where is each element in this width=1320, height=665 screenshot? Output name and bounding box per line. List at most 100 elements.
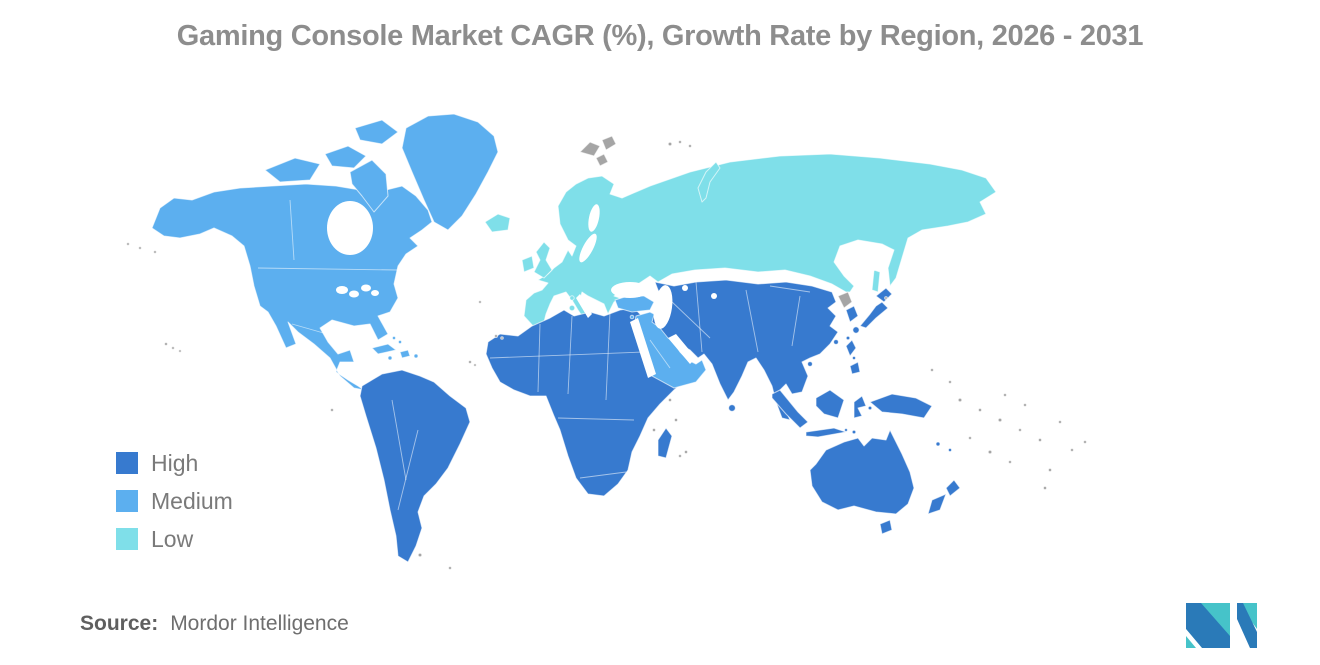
great-lake: [371, 290, 379, 296]
franz-josef-land: [678, 140, 682, 144]
legend-item-low: Low: [116, 526, 233, 552]
south-georgia: [448, 566, 452, 570]
philippines-island: [851, 355, 857, 361]
adriatic-sea: [576, 294, 592, 318]
hawaii: [171, 346, 175, 350]
svalbard: [595, 153, 609, 167]
region-europe-russia: [484, 153, 997, 330]
philippines-luzon: [845, 339, 857, 357]
franz-josef-land: [688, 144, 692, 148]
source-row: Source: Mordor Intelligence: [80, 612, 349, 636]
legend-label-low: Low: [151, 526, 194, 552]
region-iceland: [484, 213, 511, 233]
pacific-island: [997, 417, 1003, 423]
canary-islands: [500, 336, 504, 340]
fiji: [947, 447, 953, 453]
region-oceania: [809, 393, 961, 535]
sumatra: [771, 389, 809, 429]
region-eurasia-north: [523, 153, 997, 328]
pacific-island: [1083, 440, 1087, 444]
region-south-america-mainland: [359, 369, 471, 563]
australia: [809, 429, 915, 515]
legend-swatch-medium: [116, 490, 138, 512]
lake-balkhash: [711, 293, 717, 299]
bahamas: [391, 335, 397, 341]
arctic-island: [264, 157, 321, 183]
madagascar: [657, 427, 673, 459]
region-greenland: [401, 113, 499, 231]
pacific-island: [977, 407, 983, 413]
jamaica: [387, 355, 393, 361]
sri-lanka: [728, 404, 736, 412]
pacific-island: [948, 380, 952, 384]
country-borders: [257, 199, 811, 511]
cape-verde: [473, 363, 477, 367]
galapagos: [330, 408, 334, 412]
new-zealand-north: [945, 479, 961, 497]
puerto-rico: [413, 353, 419, 359]
flores: [844, 428, 848, 432]
north-korea: [837, 291, 853, 309]
pacific-island: [1018, 428, 1022, 432]
japan-honshu: [859, 301, 889, 329]
indian-ocean-island: [673, 417, 679, 423]
pacific-island: [1037, 437, 1043, 443]
gulf-of-bothnia: [588, 204, 600, 232]
arctic-island: [354, 119, 399, 145]
baffin-island: [349, 159, 389, 213]
legend-item-high: High: [116, 450, 233, 476]
aleutian-island: [153, 250, 157, 254]
tasmania: [879, 519, 893, 535]
legend-label-high: High: [151, 450, 199, 476]
corsica: [569, 295, 575, 301]
legend-label-medium: Medium: [151, 488, 233, 514]
seas: [327, 201, 878, 378]
pacific-island: [987, 449, 993, 455]
great-lake: [349, 290, 359, 298]
pacific-island: [1058, 420, 1062, 424]
cape-verde: [468, 360, 472, 364]
legend-swatch-high: [116, 452, 138, 474]
ireland: [521, 255, 535, 273]
cuba: [371, 343, 397, 355]
hawaii: [178, 349, 182, 353]
indian-ocean-island: [667, 397, 673, 403]
aleutian-island: [126, 242, 130, 246]
kuril-island: [884, 296, 888, 300]
new-zealand-south: [927, 493, 947, 515]
region-south-america: [359, 369, 471, 563]
arctic-island: [324, 145, 367, 169]
mordor-intelligence-logo-icon: [1186, 603, 1257, 648]
comoros: [651, 427, 657, 433]
japan-kyushu: [852, 326, 860, 334]
azores: [478, 300, 482, 304]
pacific-island: [1070, 448, 1074, 452]
pacific-island: [957, 397, 963, 403]
great-lake: [361, 284, 371, 292]
aleutian-island: [138, 246, 142, 250]
world-map: [110, 100, 1220, 600]
pacific-island: [930, 368, 934, 372]
canary-islands: [494, 334, 498, 338]
caspian-sea: [653, 285, 673, 329]
reunion: [678, 454, 682, 458]
hainan: [807, 361, 813, 367]
taiwan: [833, 339, 839, 345]
baltic-sea: [579, 233, 597, 263]
falkland-islands: [417, 552, 423, 558]
pacific-island: [968, 436, 972, 440]
world-map-svg: [126, 113, 1087, 570]
region-north-america: [151, 113, 499, 391]
legend: High Medium Low: [116, 452, 233, 566]
region-no-data: [126, 135, 1087, 570]
black-sea: [611, 282, 649, 298]
south-korea: [845, 305, 859, 323]
great-britain: [533, 241, 553, 279]
red-sea: [630, 318, 656, 378]
sakhalin: [871, 269, 881, 293]
region-africa: [485, 307, 689, 497]
source-value: Mordor Intelligence: [170, 612, 349, 635]
persian-gulf: [668, 334, 696, 364]
japan-island: [845, 335, 851, 341]
pacific-island: [1003, 393, 1007, 397]
